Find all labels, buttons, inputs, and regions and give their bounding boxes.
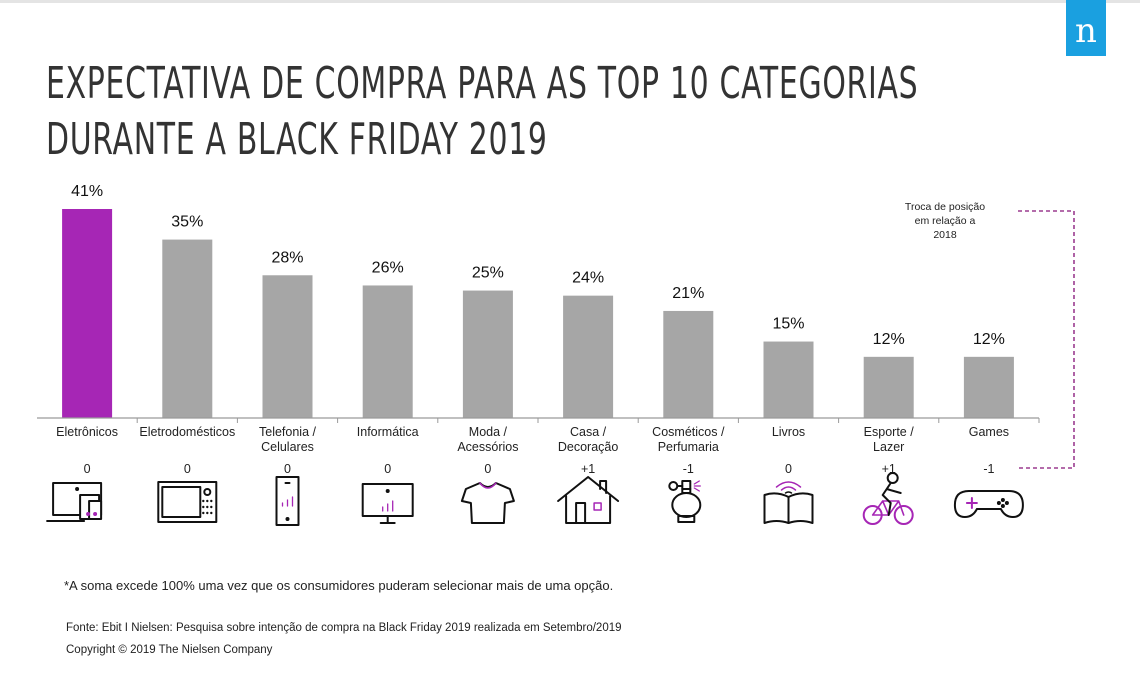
category-label-line: Eletrodomésticos [139,425,235,439]
category-label-line: Perfumaria [658,440,719,454]
title-line-1: EXPECTATIVA DE COMPRA PARA AS TOP 10 CAT… [46,58,919,109]
value-label: 24% [572,270,604,287]
footnote: *A soma excede 100% uma vez que os consu… [64,578,614,593]
value-label: 12% [973,331,1005,348]
gamepad-icon [953,490,1024,518]
category-label-line: Esporte / [864,425,915,439]
position-change-value: 0 [84,462,91,476]
category-label: Esporte / Lazer [864,425,915,454]
value-label: 21% [672,285,704,302]
position-change-value: 0 [484,462,491,476]
category-label-line: Decoração [558,440,618,454]
nielsen-logo: n [1066,0,1106,56]
bar-2 [262,275,313,418]
dashed-bracket [1016,210,1075,469]
legend-line: Troca de posição [905,201,985,213]
x-axis [37,417,1040,423]
tshirt-icon [460,482,515,524]
category-label-line: Games [969,425,1009,439]
category-label: Telefonia / Celulares [259,425,317,454]
value-labels: 41% 35% 28% 26% 25% 24% 21% 15% 12% 12% [71,183,1005,348]
position-change-legend: Troca de posição em relação a 2018 [905,201,1075,469]
category-label: Informática [357,425,419,439]
smartphone-icon [275,476,300,526]
category-icons [46,472,1024,526]
category-label: Casa / Decoração [558,425,618,454]
bar-4 [462,290,513,418]
category-label-line: Telefonia / [259,425,317,439]
top-border [0,0,1140,3]
source-note: Fonte: Ebit I Nielsen: Pesquisa sobre in… [66,622,622,634]
copyright-note: Copyright © 2019 The Nielsen Company [66,644,273,656]
position-change-value: 0 [384,462,391,476]
legend-line: em relação a [915,215,976,227]
position-change-labels: 0 0 0 0 0 +1 -1 0 +1 -1 [84,462,995,476]
category-label-line: Cosméticos / [652,425,725,439]
category-label: Moda / Acessórios [457,425,518,454]
bar-5 [563,295,614,418]
category-label: Livros [772,425,805,439]
house-icon [557,476,620,524]
page-title: EXPECTATIVA DE COMPRA PARA AS TOP 10 CAT… [46,56,918,168]
category-label-line: Acessórios [457,440,518,454]
bar-6 [663,310,714,418]
category-label-line: Celulares [261,440,314,454]
nielsen-logo-letter: n [1075,11,1097,51]
value-label: 35% [171,214,203,231]
category-label: Eletrodomésticos [139,425,235,439]
position-change-value: 0 [785,462,792,476]
bar-8 [863,356,914,418]
category-labels: Eletrônicos Eletrodomésticos Telefonia / Ce… [56,425,1009,454]
position-change-value: 0 [284,462,291,476]
category-label-line: Livros [772,425,805,439]
bar-1 [162,239,213,418]
perfume-icon [668,480,702,523]
bar-7 [763,341,814,418]
value-label: 25% [472,265,504,282]
value-label: 12% [873,331,905,348]
position-change-legend-text: Troca de posição em relação a 2018 [905,201,985,241]
position-change-value: 0 [184,462,191,476]
value-label: 28% [271,249,303,266]
category-label: Eletrônicos [56,425,118,439]
category-label: Cosméticos / Perfumaria [652,425,725,454]
microwave-icon [157,481,218,523]
category-label-line: Lazer [873,440,904,454]
category-label: Games [969,425,1009,439]
bar-9 [963,356,1014,418]
position-change-value: -1 [683,462,694,476]
value-label: 26% [372,259,404,276]
title-line-2: DURANTE A BLACK FRIDAY 2019 [46,114,548,165]
bar-chart: 41% 35% 28% 26% 25% 24% 21% 15% 12% 12% Eletrônic… [37,183,1075,526]
category-label-line: Moda / [469,425,508,439]
cyclist-icon [862,472,914,525]
category-label-line: Casa / [570,425,607,439]
monitor-icon [361,483,414,524]
category-label-line: Eletrônicos [56,425,118,439]
bar-0 [62,209,113,418]
bar-3 [362,285,413,418]
position-change-value: -1 [983,462,994,476]
value-label: 41% [71,183,103,200]
book-icon [763,481,814,524]
bars-layer [62,209,1014,418]
position-change-value: +1 [581,462,595,476]
value-label: 15% [772,316,804,333]
devices-icon [46,482,103,522]
legend-line: 2018 [933,229,957,241]
category-label-line: Informática [357,425,419,439]
